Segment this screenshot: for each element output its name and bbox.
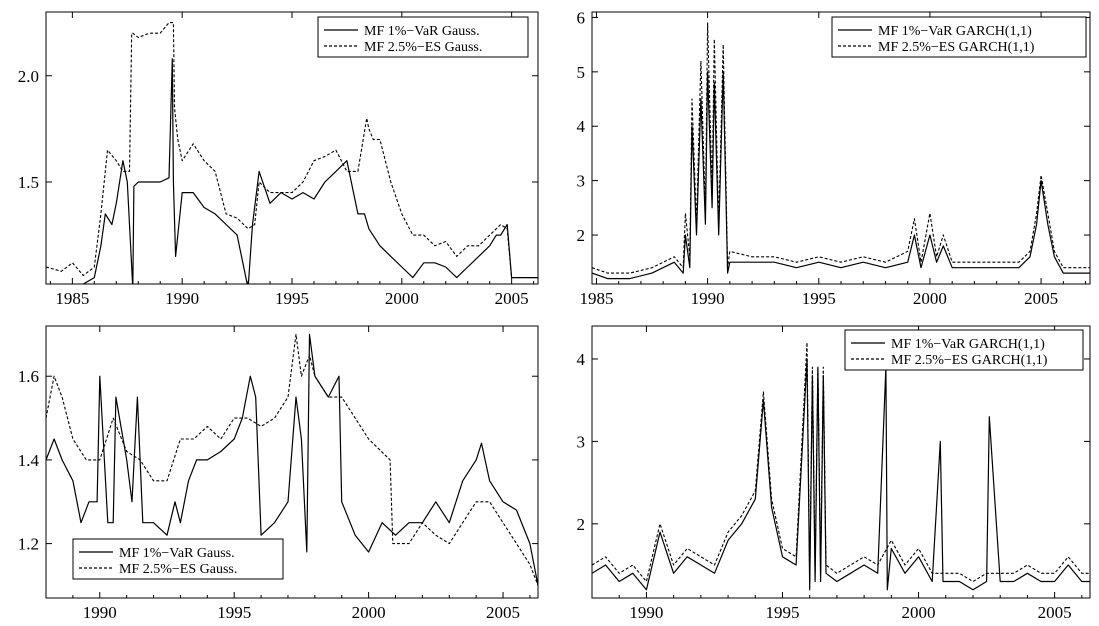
legend-label: MF 1%−VaR GARCH(1,1) — [891, 337, 1045, 352]
y-tick-label: 2 — [577, 515, 586, 534]
y-tick-label: 1.2 — [18, 535, 39, 554]
x-tick-label: 1990 — [691, 289, 725, 308]
y-tick-label: 3 — [577, 172, 586, 191]
plot-frame — [45, 325, 539, 599]
y-tick-label: 4 — [577, 117, 586, 136]
x-tick-label: 1995 — [802, 289, 836, 308]
series-line-var — [592, 358, 1090, 591]
legend-box — [317, 16, 529, 58]
y-tick-label: 1.4 — [18, 451, 40, 470]
legend-label: MF 1%−VaR Gauss. — [119, 546, 235, 561]
series-line-var — [80, 58, 538, 284]
series-line-es — [46, 22, 538, 279]
legend-label: MF 1%−VaR GARCH(1,1) — [878, 24, 1032, 39]
x-tick-label: 1995 — [275, 289, 309, 308]
x-tick-label: 2005 — [486, 603, 520, 622]
legend-label: MF 2.5%−ES Gauss. — [119, 562, 237, 577]
series-line-var — [592, 71, 1090, 280]
x-tick-label: 2000 — [913, 289, 947, 308]
legend-label: MF 2.5%−ES GARCH(1,1) — [891, 353, 1048, 368]
chart-panel-top-right: 1985 1990 1995 2000 2005 2 3 4 5 6 MF 1%−VaR GARCH… — [577, 8, 1091, 308]
x-tick-label: 2000 — [902, 603, 936, 622]
x-tick-label: 1990 — [83, 603, 117, 622]
y-tick-label: 5 — [577, 63, 586, 82]
y-tick-label: 6 — [577, 8, 586, 27]
x-tick-label: 2000 — [352, 603, 386, 622]
y-tick-label: 2 — [577, 226, 586, 245]
chart-panel-bottom-left: 1990 1995 2000 2005 1.2 1.4 1.6 MF 1%−VaR Gauss… — [18, 325, 539, 622]
series-line-var — [46, 333, 538, 586]
chart-panel-bottom-right: 1990 1995 2000 2005 2 3 4 MF 1%−VaR GARCH(1,1)M… — [577, 325, 1091, 622]
y-tick-label: 4 — [577, 350, 586, 369]
plot-frame — [591, 325, 1091, 599]
x-tick-label: 1995 — [217, 603, 251, 622]
chart-legend: MF 1%−VaR GARCH(1,1)MF 2.5%−ES GARCH(1,1… — [831, 16, 1087, 58]
chart-panel-top-left: 1985 1990 1995 2000 2005 1.5 2.0 MF 1%−VaR Gaus… — [18, 11, 539, 308]
x-tick-label: 2005 — [495, 289, 529, 308]
legend-label: MF 2.5%−ES GARCH(1,1) — [878, 40, 1035, 55]
series-line-es — [592, 22, 1090, 274]
series-line-es — [46, 333, 538, 586]
x-tick-label: 2000 — [385, 289, 419, 308]
x-tick-label: 1990 — [629, 603, 663, 622]
chart-legend: MF 1%−VaR GARCH(1,1)MF 2.5%−ES GARCH(1,1… — [844, 329, 1084, 371]
series-line-es — [592, 341, 1090, 583]
x-tick-label: 2005 — [1024, 289, 1058, 308]
legend-box — [844, 329, 1084, 371]
x-tick-label: 1985 — [579, 289, 613, 308]
y-tick-label: 3 — [577, 432, 586, 451]
x-tick-label: 1985 — [55, 289, 89, 308]
y-tick-label: 2.0 — [18, 67, 39, 86]
y-tick-label: 1.5 — [18, 173, 39, 192]
chart-legend: MF 1%−VaR Gauss.MF 2.5%−ES Gauss. — [317, 16, 529, 58]
legend-box — [831, 16, 1087, 58]
legend-label: MF 1%−VaR Gauss. — [364, 24, 480, 39]
legend-label: MF 2.5%−ES Gauss. — [364, 40, 482, 55]
x-tick-label: 2005 — [1038, 603, 1072, 622]
x-tick-label: 1995 — [765, 603, 799, 622]
chart-legend: MF 1%−VaR Gauss.MF 2.5%−ES Gauss. — [72, 538, 284, 580]
y-tick-label: 1.6 — [18, 367, 39, 386]
legend-box — [72, 538, 284, 580]
x-tick-label: 1990 — [165, 289, 199, 308]
